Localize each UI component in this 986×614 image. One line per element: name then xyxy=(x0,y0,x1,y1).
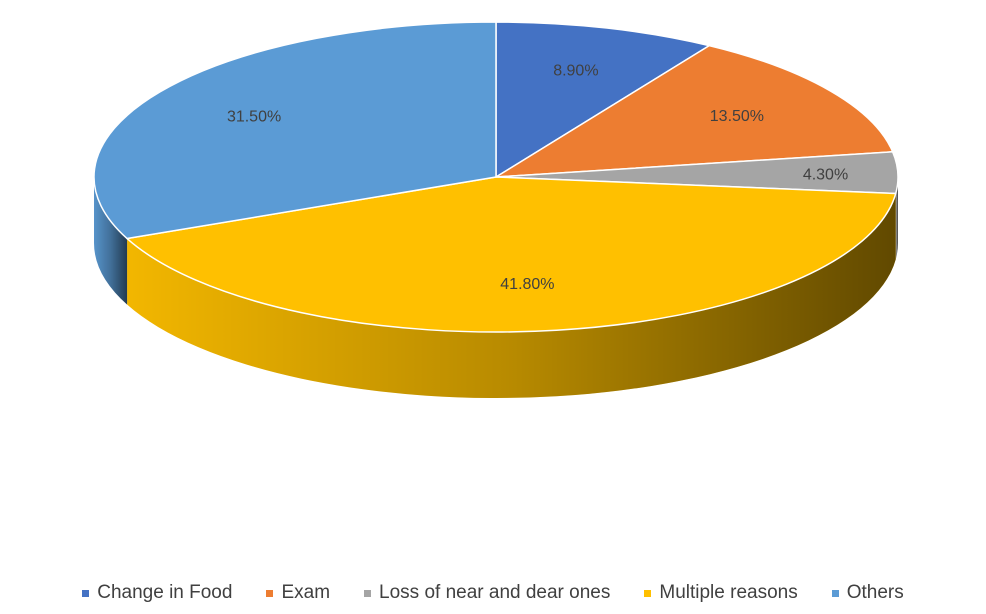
legend-label-multiple-reasons: Multiple reasons xyxy=(659,582,798,603)
legend-swatch-change-in-food xyxy=(82,589,90,597)
legend-label-change-in-food: Change in Food xyxy=(97,582,233,603)
pie-slice-others xyxy=(93,21,497,240)
legend-item-exam: Exam xyxy=(266,582,330,604)
side-wall-loss-of-near-and-dear-ones xyxy=(895,177,898,260)
pie-slice-change-in-food xyxy=(495,21,711,178)
legend-swatch-exam xyxy=(266,589,274,597)
data-label-loss-of-near-and-dear-ones: 4.30% xyxy=(803,166,848,183)
side-wall-multiple-reasons xyxy=(127,193,896,399)
side-wall-shade-multiple-reasons xyxy=(127,193,896,399)
data-label-others: 31.50% xyxy=(227,109,281,126)
legend-item-others: Others xyxy=(831,582,904,604)
legend-label-exam: Exam xyxy=(281,582,331,603)
pie-label-layer: 8.90% 13.50% 4.30% 41.80% 31.50% xyxy=(227,63,848,293)
legend-item-change-in-food: Change in Food xyxy=(82,582,232,604)
pie-slice-exam xyxy=(495,44,894,178)
legend-swatch-multiple-reasons xyxy=(644,589,652,597)
pie-chart-svg: 8.90% 13.50% 4.30% 41.80% 31.50% xyxy=(93,21,899,399)
pie-top-layer xyxy=(93,21,899,333)
data-label-multiple-reasons: 41.80% xyxy=(500,276,554,293)
legend-item-loss-of-near-and-dear-ones: Loss of near and dear ones xyxy=(364,582,610,604)
data-label-exam: 13.50% xyxy=(710,108,764,125)
legend-swatch-others xyxy=(831,589,839,597)
chart-legend: Change in Food Exam Loss of near and dea… xyxy=(0,578,986,608)
legend-item-multiple-reasons: Multiple reasons xyxy=(644,582,798,604)
legend-label-loss-of-near-and-dear-ones: Loss of near and dear ones xyxy=(379,582,611,603)
pie-slice-multiple-reasons xyxy=(126,176,897,333)
side-wall-shade-loss-of-near-and-dear-ones xyxy=(895,177,898,260)
legend-swatch-loss-of-near-and-dear-ones xyxy=(364,589,372,597)
data-label-change-in-food: 8.90% xyxy=(553,63,598,80)
legend-label-others: Others xyxy=(846,582,904,603)
